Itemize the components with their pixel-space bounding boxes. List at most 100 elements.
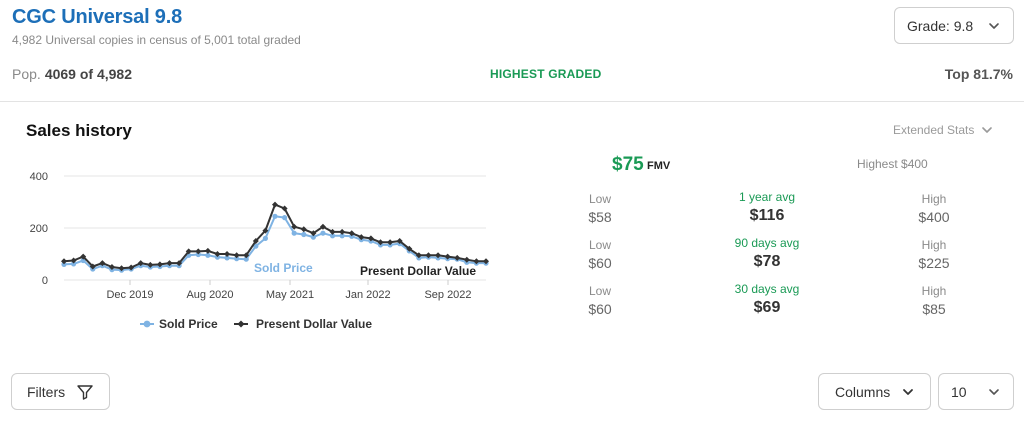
avg-value: $78	[753, 253, 781, 270]
present-value-point	[147, 261, 154, 268]
present-value-point	[406, 245, 413, 252]
avg-label: 90 days avg	[734, 236, 800, 250]
low-value: $60	[588, 301, 612, 317]
page-title: CGC Universal 9.8	[12, 6, 183, 28]
sold-price-point	[262, 235, 269, 241]
present-value-annotation: Present Dollar Value	[360, 264, 476, 278]
present-value-point	[377, 239, 384, 246]
x-tick-label: Dec 2019	[106, 289, 153, 301]
pop-label: Pop.	[12, 66, 41, 82]
legend-present-value-marker	[237, 320, 245, 328]
sold-price-point	[70, 261, 77, 267]
present-value-point	[185, 248, 192, 255]
filter-icon	[77, 385, 93, 400]
avg-label: 1 year avg	[738, 190, 796, 204]
card-header: CGC Universal 9.8 4,982 Universal copies…	[0, 0, 1024, 102]
sold-price-point	[224, 255, 230, 261]
y-tick-label: 200	[30, 223, 48, 235]
sold-price-point	[339, 233, 345, 239]
present-value-point	[367, 235, 374, 242]
x-tick-label: May 2021	[266, 289, 314, 301]
sold-price-point	[214, 254, 221, 260]
sold-price-point	[349, 233, 355, 239]
present-value-point	[473, 258, 480, 265]
sold-price-point	[61, 261, 67, 267]
present-value-point	[463, 256, 470, 263]
legend-present-value-label: Present Dollar Value	[256, 317, 372, 331]
present-value-point	[319, 223, 326, 230]
present-value-point	[310, 230, 317, 237]
grade-select-value: Grade: 9.8	[907, 17, 974, 34]
pop-value: 4069 of 4,982	[44, 66, 132, 82]
columns-button[interactable]: Columns	[818, 373, 931, 410]
sold-price-point	[281, 215, 288, 221]
sales-history-chart: 0 200 400 Dec 2019 Aug 2020 May 2021 Jan 2022 S…	[30, 171, 489, 331]
sold-price-point	[272, 213, 278, 219]
sales-history-title: Sales history	[26, 121, 132, 140]
sold-price-point	[320, 230, 326, 236]
low-value: $58	[588, 209, 612, 225]
present-value-point	[483, 258, 489, 265]
columns-label: Columns	[835, 383, 891, 400]
census-subtitle: 4,982 Universal copies in census of 5,00…	[12, 33, 301, 47]
low-label: Low	[588, 284, 611, 298]
present-value-point	[454, 254, 461, 261]
chevron-down-icon	[989, 389, 999, 395]
present-value-point	[204, 247, 211, 254]
sold-price-point	[195, 251, 201, 258]
sold-price-point	[291, 230, 297, 236]
present-value-point	[415, 252, 422, 259]
present-value-point	[118, 265, 125, 272]
present-value-point	[291, 223, 298, 230]
sold-price-annotation: Sold Price	[254, 261, 313, 275]
avg-value: $69	[753, 299, 781, 316]
y-tick-label: 400	[30, 171, 48, 183]
filters-label: Filters	[27, 383, 66, 400]
present-value-point	[396, 238, 403, 244]
sold-price-point	[253, 243, 259, 249]
chevron-down-icon	[903, 389, 913, 395]
present-value-point	[243, 252, 250, 259]
sold-price-point	[310, 234, 316, 240]
present-value-point	[137, 260, 144, 267]
extended-stats-toggle[interactable]: Extended Stats	[893, 123, 993, 137]
high-label: High	[921, 238, 947, 252]
high-label: High	[921, 192, 947, 206]
sold-price-point	[329, 233, 336, 239]
present-value-point	[339, 228, 346, 235]
high-label: High	[921, 284, 947, 298]
x-tick-label: Jan 2022	[345, 289, 390, 301]
fmv-value: $75	[612, 154, 644, 175]
present-value-point	[99, 260, 106, 267]
present-value-point	[300, 226, 307, 233]
filters-button[interactable]: Filters	[11, 373, 110, 410]
sold-price-point	[301, 231, 307, 238]
low-label: Low	[588, 238, 611, 252]
present-value-point	[387, 239, 394, 246]
present-value-point	[176, 260, 183, 267]
avg-value: $116	[749, 207, 785, 224]
low-value: $60	[588, 255, 612, 271]
low-label: Low	[588, 192, 611, 206]
extended-stats-label: Extended Stats	[893, 123, 975, 137]
present-value-point	[128, 264, 135, 271]
present-value-point	[80, 253, 87, 260]
present-value-point	[156, 261, 163, 268]
sold-price-point	[234, 256, 240, 262]
present-value-point	[281, 205, 288, 212]
present-value-point	[233, 252, 240, 259]
present-value-point	[435, 252, 442, 259]
high-value: $225	[918, 255, 950, 271]
sold-price-point	[243, 256, 249, 262]
grade-select[interactable]: Grade: 9.8	[894, 7, 1014, 44]
fmv-suffix: FMV	[647, 160, 671, 172]
sold-price-point	[205, 252, 211, 258]
rows-per-page-select[interactable]: 10	[938, 373, 1014, 410]
chevron-down-icon	[989, 23, 999, 29]
top-percent: Top 81.7%	[944, 66, 1013, 82]
legend-sold-price-label: Sold Price	[159, 317, 218, 331]
chevron-down-icon	[982, 127, 993, 133]
y-tick-label: 0	[42, 275, 48, 287]
avg-label: 30 days avg	[734, 282, 800, 296]
population: Pop. 4069 of 4,982	[12, 66, 132, 82]
